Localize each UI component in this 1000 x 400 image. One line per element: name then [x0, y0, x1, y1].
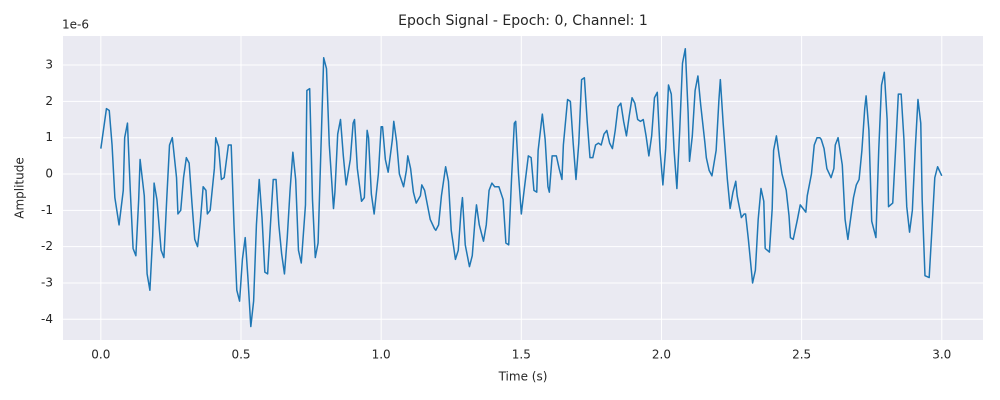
y-axis-label: Amplitude: [13, 157, 27, 219]
x-tick-label: 1.0: [372, 348, 391, 362]
chart-title: Epoch Signal - Epoch: 0, Channel: 1: [398, 13, 648, 29]
signal-line: [100, 47, 943, 328]
y-offset-label: 1e-6: [62, 18, 89, 32]
x-tick-label: 0.0: [91, 348, 110, 362]
y-tick-label: -2: [41, 239, 53, 253]
y-tick-label: 2: [45, 94, 53, 108]
y-tick-label: 3: [45, 58, 53, 72]
y-tick-label: 0: [45, 167, 53, 181]
y-tick-label: 1: [45, 130, 53, 144]
y-tick-label: -1: [41, 203, 53, 217]
x-tick-label: 3.0: [932, 348, 951, 362]
y-tick-label: -4: [41, 312, 53, 326]
plot-area: [63, 36, 983, 340]
x-tick-label: 2.0: [652, 348, 671, 362]
x-tick-label: 1.5: [512, 348, 531, 362]
x-tick-label: 2.5: [792, 348, 811, 362]
y-tick-label: -3: [41, 275, 53, 289]
x-tick-label: 0.5: [231, 348, 250, 362]
x-axis-label: Time (s): [498, 370, 548, 384]
